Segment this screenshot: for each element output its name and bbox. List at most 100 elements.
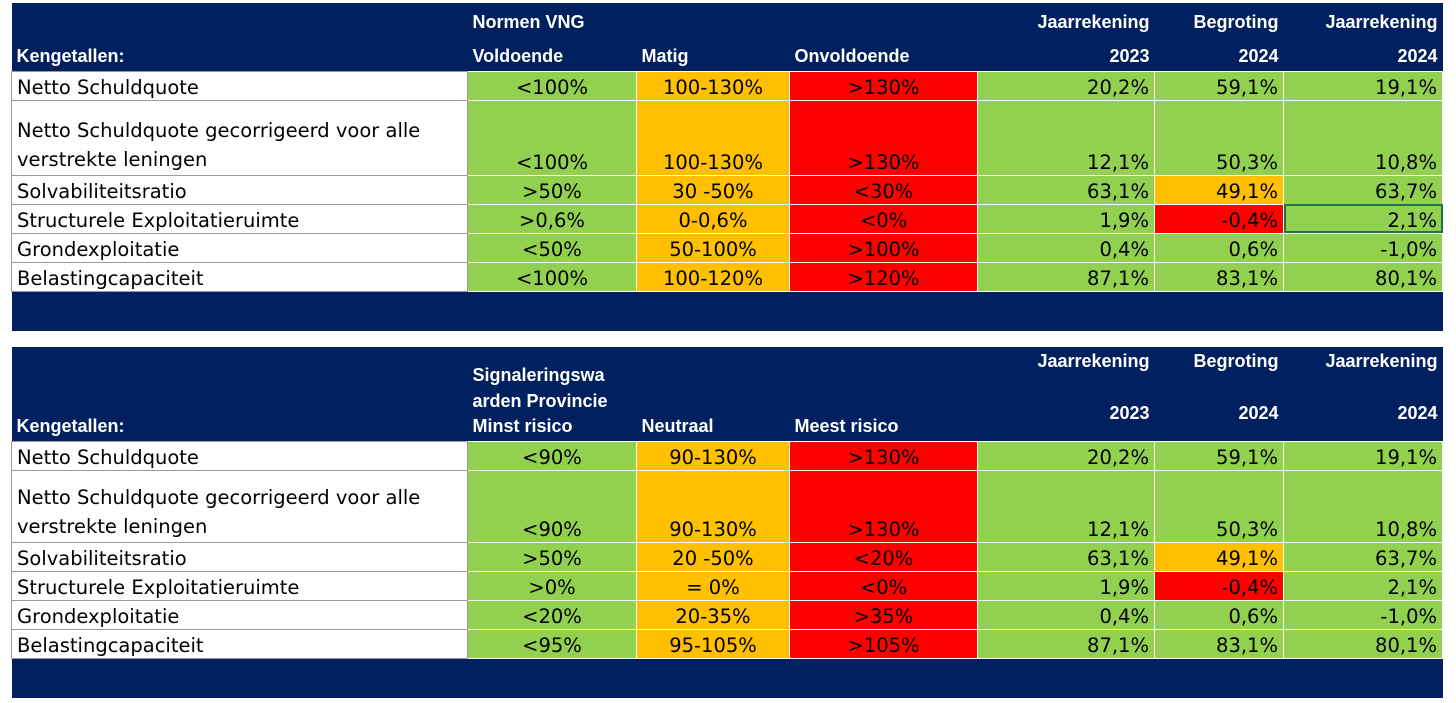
table-row[interactable]: Belastingcapaciteit <95% 95-105% >105% 8… <box>11 628 1443 659</box>
begroting-2024-cell[interactable]: 59,1% <box>1154 70 1284 101</box>
norm-good-cell[interactable]: >0% <box>467 570 637 601</box>
row-label[interactable]: Grondexploitatie <box>11 599 468 630</box>
table-row[interactable]: Solvabiliteitsratio >50% 20 -50% <20% 63… <box>11 541 1443 572</box>
value-2023-cell[interactable]: 87,1% <box>977 261 1155 292</box>
norm-bad-cell[interactable]: >105% <box>789 628 978 659</box>
norm-good-cell[interactable]: <95% <box>467 628 637 659</box>
norm-bad-cell[interactable]: >120% <box>789 261 978 292</box>
begroting-2024-cell[interactable]: 49,1% <box>1154 541 1284 572</box>
value-2024-cell[interactable]: 19,1% <box>1283 440 1443 471</box>
value-2024-cell[interactable]: 2,1% <box>1283 570 1443 601</box>
norm-bad-cell[interactable]: >35% <box>789 599 978 630</box>
value-2024-cell[interactable]: 10,8% <box>1283 99 1443 176</box>
norm-bad-cell[interactable]: >130% <box>789 469 978 543</box>
table-row[interactable]: Netto Schuldquote <90% 90-130% >130% 20,… <box>11 440 1443 471</box>
value-2024-cell[interactable]: 63,7% <box>1283 541 1443 572</box>
header-col-jaarrekening: Jaarrekening 2024 <box>1283 347 1443 441</box>
norm-bad-cell[interactable]: <0% <box>789 570 978 601</box>
value-2024-cell[interactable]: 80,1% <box>1283 261 1443 292</box>
table-row[interactable]: Structurele Exploitatieruimte >0% = 0% <… <box>11 570 1443 601</box>
value-2024-cell[interactable]: -1,0% <box>1283 232 1443 263</box>
row-label[interactable]: Belastingcapaciteit <box>11 261 468 292</box>
norm-good-cell[interactable]: >50% <box>467 174 637 205</box>
norm-mid-cell[interactable]: 20 -50% <box>636 541 790 572</box>
begroting-2024-cell[interactable]: 83,1% <box>1154 261 1284 292</box>
begroting-2024-cell[interactable]: 0,6% <box>1154 232 1284 263</box>
norm-bad-cell[interactable]: <30% <box>789 174 978 205</box>
begroting-2024-cell[interactable]: 83,1% <box>1154 628 1284 659</box>
value-2023-cell[interactable]: 1,9% <box>977 570 1155 601</box>
norm-bad-cell[interactable]: <20% <box>789 541 978 572</box>
norm-mid-cell[interactable]: 50-100% <box>636 232 790 263</box>
norm-mid-cell[interactable]: 100-130% <box>636 70 790 101</box>
norm-good-cell[interactable]: <100% <box>467 70 637 101</box>
norm-good-cell[interactable]: >50% <box>467 541 637 572</box>
value-2023-cell[interactable]: 63,1% <box>977 541 1155 572</box>
table-row[interactable]: Belastingcapaciteit <100% 100-120% >120%… <box>11 261 1443 292</box>
norm-bad-cell[interactable]: >130% <box>789 440 978 471</box>
value-2023-cell[interactable]: 20,2% <box>977 70 1155 101</box>
value-2023-cell[interactable]: 87,1% <box>977 628 1155 659</box>
table-row[interactable]: Netto Schuldquote gecorrigeerd voor alle… <box>11 99 1443 176</box>
norm-mid-cell[interactable]: 90-130% <box>636 469 790 543</box>
norm-good-cell[interactable]: <90% <box>467 440 637 471</box>
row-label[interactable]: Netto Schuldquote gecorrigeerd voor alle… <box>11 469 468 543</box>
norm-good-cell[interactable]: <50% <box>467 232 637 263</box>
row-label[interactable]: Solvabiliteitsratio <box>11 174 468 205</box>
norm-good-cell[interactable]: <100% <box>467 99 637 176</box>
norm-mid-cell[interactable]: 100-120% <box>636 261 790 292</box>
norm-good-cell[interactable]: <100% <box>467 261 637 292</box>
norm-mid-cell[interactable]: 0-0,6% <box>636 203 790 234</box>
begroting-2024-cell[interactable]: -0,4% <box>1154 203 1284 234</box>
table-row[interactable]: Netto Schuldquote <100% 100-130% >130% 2… <box>11 70 1443 101</box>
norm-good-cell[interactable]: >0,6% <box>467 203 637 234</box>
norm-mid-cell[interactable]: 95-105% <box>636 628 790 659</box>
begroting-2024-cell[interactable]: 59,1% <box>1154 440 1284 471</box>
value-2023-cell[interactable]: 0,4% <box>977 599 1155 630</box>
value-2023-cell[interactable]: 20,2% <box>977 440 1155 471</box>
value-2023-cell[interactable]: 0,4% <box>977 232 1155 263</box>
value-2023-cell[interactable]: 12,1% <box>977 469 1155 543</box>
row-label[interactable]: Netto Schuldquote <box>11 70 468 101</box>
kengetallen-table-vng: Normen VNG Jaarrekening Begroting Jaarre… <box>11 3 1443 331</box>
norm-bad-cell[interactable]: >130% <box>789 99 978 176</box>
value-2024-cell[interactable]: 63,7% <box>1283 174 1443 205</box>
norm-mid-cell[interactable]: = 0% <box>636 570 790 601</box>
begroting-2024-cell[interactable]: -0,4% <box>1154 570 1284 601</box>
row-label[interactable]: Netto Schuldquote <box>11 440 468 471</box>
table-row[interactable]: Grondexploitatie <50% 50-100% >100% 0,4%… <box>11 232 1443 263</box>
value-2024-cell[interactable]: -1,0% <box>1283 599 1443 630</box>
norm-bad-cell[interactable]: <0% <box>789 203 978 234</box>
begroting-2024-cell[interactable]: 50,3% <box>1154 469 1284 543</box>
value-2024-cell[interactable]: 19,1% <box>1283 70 1443 101</box>
norm-mid-cell[interactable]: 30 -50% <box>636 174 790 205</box>
table-row[interactable]: Grondexploitatie <20% 20-35% >35% 0,4% 0… <box>11 599 1443 630</box>
row-label[interactable]: Structurele Exploitatieruimte <box>11 570 468 601</box>
row-label[interactable]: Netto Schuldquote gecorrigeerd voor alle… <box>11 99 468 176</box>
value-2024-cell[interactable]: 10,8% <box>1283 469 1443 543</box>
row-label[interactable]: Solvabiliteitsratio <box>11 541 468 572</box>
begroting-2024-cell[interactable]: 0,6% <box>1154 599 1284 630</box>
norm-bad-cell[interactable]: >100% <box>789 232 978 263</box>
norm-good-cell[interactable]: <20% <box>467 599 637 630</box>
row-label[interactable]: Belastingcapaciteit <box>11 628 468 659</box>
header-col-begroting: Begroting 2024 <box>1154 347 1284 441</box>
value-2023-cell[interactable]: 63,1% <box>977 174 1155 205</box>
norm-good-cell[interactable]: <90% <box>467 469 637 543</box>
norm-mid-cell[interactable]: 100-130% <box>636 99 790 176</box>
value-2023-cell[interactable]: 1,9% <box>977 203 1155 234</box>
selected-cell[interactable]: 2,1% <box>1283 203 1443 234</box>
table-row[interactable]: Solvabiliteitsratio >50% 30 -50% <30% 63… <box>11 174 1443 205</box>
row-label[interactable]: Grondexploitatie <box>11 232 468 263</box>
value-2024-cell[interactable]: 80,1% <box>1283 628 1443 659</box>
begroting-2024-cell[interactable]: 50,3% <box>1154 99 1284 176</box>
norm-mid-cell[interactable]: 90-130% <box>636 440 790 471</box>
table-row[interactable]: Structurele Exploitatieruimte >0,6% 0-0,… <box>11 203 1443 234</box>
header-norms-title: Signaleringswa arden Provincie <box>472 364 608 411</box>
begroting-2024-cell[interactable]: 49,1% <box>1154 174 1284 205</box>
table-row[interactable]: Netto Schuldquote gecorrigeerd voor alle… <box>11 469 1443 543</box>
row-label[interactable]: Structurele Exploitatieruimte <box>11 203 468 234</box>
value-2023-cell[interactable]: 12,1% <box>977 99 1155 176</box>
norm-bad-cell[interactable]: >130% <box>789 70 978 101</box>
norm-mid-cell[interactable]: 20-35% <box>636 599 790 630</box>
